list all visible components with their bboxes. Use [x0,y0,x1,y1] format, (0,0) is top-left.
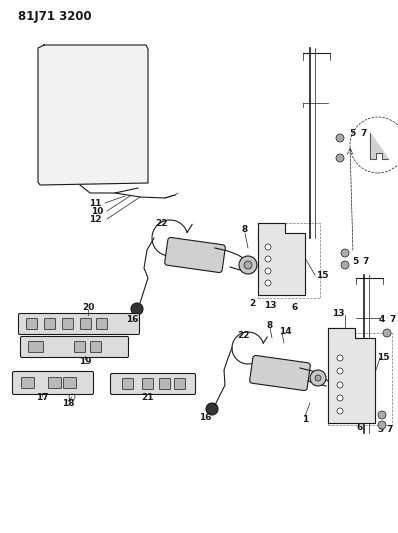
Circle shape [265,244,271,250]
FancyBboxPatch shape [21,336,129,358]
Text: 11: 11 [89,198,101,207]
Circle shape [265,268,271,274]
FancyBboxPatch shape [27,319,37,329]
FancyBboxPatch shape [90,342,101,352]
FancyBboxPatch shape [74,342,86,352]
FancyBboxPatch shape [123,378,133,390]
FancyBboxPatch shape [21,377,35,389]
Circle shape [310,370,326,386]
Circle shape [206,403,218,415]
Text: 7: 7 [361,128,367,138]
FancyBboxPatch shape [160,378,170,390]
Circle shape [336,154,344,162]
FancyBboxPatch shape [174,378,185,390]
Text: 7: 7 [363,256,369,265]
Text: 8: 8 [242,225,248,235]
Polygon shape [328,328,375,423]
Circle shape [337,382,343,388]
Text: 9: 9 [282,370,288,379]
Text: 5: 5 [349,128,355,138]
Text: 16: 16 [199,414,211,423]
Text: 1: 1 [302,416,308,424]
FancyBboxPatch shape [18,313,140,335]
Circle shape [378,411,386,419]
FancyBboxPatch shape [165,238,225,272]
Circle shape [383,329,391,337]
FancyBboxPatch shape [111,374,195,394]
Text: 22: 22 [238,330,250,340]
FancyBboxPatch shape [250,356,310,391]
Circle shape [341,249,349,257]
Text: 13: 13 [332,309,344,318]
Text: 81J71 3200: 81J71 3200 [18,10,92,23]
Polygon shape [38,45,148,185]
Text: 7: 7 [387,425,393,434]
Text: 18: 18 [62,399,74,408]
Circle shape [131,303,143,315]
Text: 8: 8 [267,321,273,330]
Text: 9: 9 [197,254,203,262]
Text: 12: 12 [89,214,101,223]
Polygon shape [370,133,388,159]
Circle shape [341,261,349,269]
Circle shape [336,134,344,142]
Circle shape [378,421,386,429]
Text: 7: 7 [390,316,396,325]
Text: 14: 14 [256,231,268,240]
Text: 21: 21 [142,393,154,402]
Text: 10: 10 [91,206,103,215]
Text: 15: 15 [377,353,389,362]
Circle shape [265,280,271,286]
FancyBboxPatch shape [96,319,107,329]
Circle shape [265,256,271,262]
Text: 2: 2 [249,298,255,308]
Circle shape [337,408,343,414]
Text: 19: 19 [79,357,91,366]
FancyBboxPatch shape [80,319,92,329]
Circle shape [350,117,398,173]
Text: 17: 17 [36,393,48,402]
Text: 4: 4 [379,316,385,325]
FancyBboxPatch shape [29,342,43,352]
Text: 20: 20 [82,303,94,312]
FancyBboxPatch shape [12,372,94,394]
Text: 5: 5 [352,256,358,265]
FancyBboxPatch shape [142,378,154,390]
Circle shape [337,395,343,401]
Circle shape [239,256,257,274]
Text: 16: 16 [126,314,138,324]
Circle shape [337,368,343,374]
FancyBboxPatch shape [45,319,55,329]
Text: 13: 13 [264,301,276,310]
Text: 15: 15 [316,271,328,279]
Circle shape [244,261,252,269]
Text: 6: 6 [292,303,298,312]
Text: 3: 3 [377,425,383,434]
Text: 6: 6 [357,424,363,432]
Circle shape [337,355,343,361]
Circle shape [315,375,321,381]
Text: 14: 14 [279,327,291,335]
Text: 22: 22 [156,219,168,228]
FancyBboxPatch shape [49,377,62,389]
Polygon shape [258,223,305,295]
FancyBboxPatch shape [62,319,74,329]
FancyBboxPatch shape [64,377,76,389]
